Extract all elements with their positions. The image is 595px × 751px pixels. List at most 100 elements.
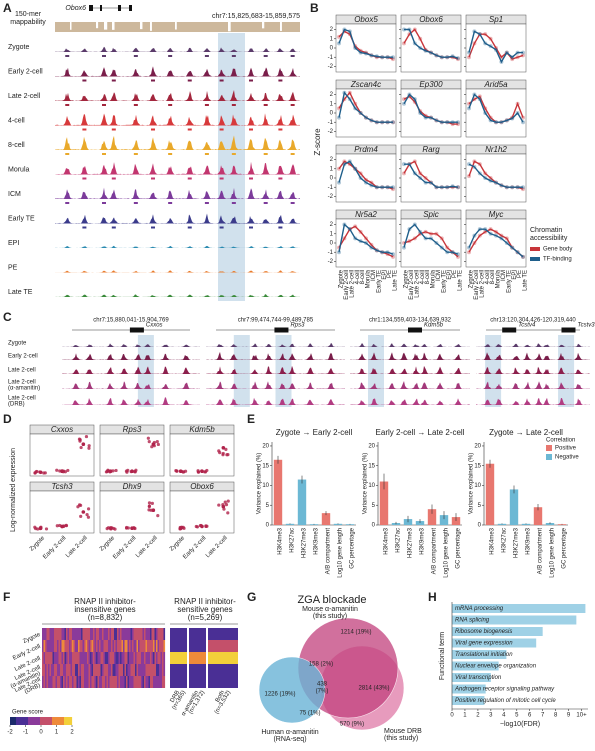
heat-cell xyxy=(139,628,142,640)
heat-cell xyxy=(208,664,238,676)
heat-cell xyxy=(55,640,58,652)
mappability-gap xyxy=(96,22,99,29)
heat-cell xyxy=(109,676,112,688)
heat-cell xyxy=(138,628,140,640)
point xyxy=(439,55,444,60)
point xyxy=(483,227,488,232)
point xyxy=(402,245,406,250)
peak-call xyxy=(290,55,295,57)
heat-cell xyxy=(139,640,142,652)
exon xyxy=(100,5,102,11)
point xyxy=(515,111,520,115)
heat-cell xyxy=(42,652,44,664)
colorbar-step xyxy=(26,717,29,725)
heat-cell xyxy=(159,652,161,664)
heat-cell xyxy=(58,628,61,640)
heat-cell xyxy=(100,664,103,676)
line-series xyxy=(338,160,393,188)
point xyxy=(130,469,134,474)
heat-cell xyxy=(51,652,53,664)
heat-cell xyxy=(151,640,154,652)
heat-cell xyxy=(111,676,113,688)
heat-cell xyxy=(130,628,133,640)
heat-cell xyxy=(151,652,154,664)
heat-cell xyxy=(141,664,143,676)
exon xyxy=(129,5,132,11)
point xyxy=(483,111,488,115)
set-label: Mouse α-amanitin xyxy=(302,606,358,613)
heat-cell xyxy=(108,652,110,664)
cell-point xyxy=(156,442,160,447)
heat-cell xyxy=(126,640,128,652)
set-label: Mouse DRB xyxy=(384,728,422,735)
legend-title: Chromatin xyxy=(530,227,562,234)
y-tick-label: 5 xyxy=(372,503,376,509)
heat-cell xyxy=(70,628,73,640)
peak-call xyxy=(249,79,253,82)
heat-cell xyxy=(46,652,49,664)
cell-point xyxy=(147,508,151,512)
peak-call xyxy=(263,202,268,204)
cell-point xyxy=(64,523,68,528)
x-tick-label: ICM xyxy=(501,270,507,281)
heat-cell xyxy=(208,640,238,652)
heat-cell xyxy=(57,676,59,688)
heat-cell xyxy=(160,628,163,640)
point xyxy=(429,115,433,120)
heat-cell xyxy=(60,640,62,652)
point xyxy=(445,245,450,250)
legend-label: TF-binding xyxy=(543,257,572,263)
bar xyxy=(452,684,486,694)
legend-title: Gene score xyxy=(12,710,44,716)
peak-call xyxy=(111,79,116,82)
point xyxy=(385,250,390,255)
line-series xyxy=(468,33,524,60)
peak-call xyxy=(219,177,224,180)
x-tick-label: Early 2-cell xyxy=(42,535,67,560)
bar xyxy=(533,507,543,525)
peak-call xyxy=(133,202,138,204)
heat-cell xyxy=(106,640,109,652)
heat-cell xyxy=(55,664,58,676)
track-label: 150-mer xyxy=(15,11,42,18)
point xyxy=(429,231,433,236)
bar xyxy=(452,661,499,671)
heat-cell xyxy=(106,676,109,688)
heat-cell xyxy=(136,628,139,640)
point xyxy=(374,185,379,190)
heat-cell xyxy=(106,628,109,640)
heat-cell xyxy=(46,664,49,676)
heat-cell xyxy=(156,676,158,688)
y-tick-label: 0 xyxy=(330,176,334,182)
y-tick-label: -1 xyxy=(328,120,334,126)
point xyxy=(369,118,374,123)
x-tick-label: 4-cell xyxy=(485,270,491,284)
facet-title: Nr5a2 xyxy=(355,210,377,219)
point xyxy=(472,233,477,238)
x-tick-label: H3K9me3 xyxy=(314,527,320,554)
heat-cell xyxy=(127,676,130,688)
heat-cell xyxy=(66,652,68,664)
point xyxy=(472,164,477,169)
heat-cell xyxy=(88,676,91,688)
y-axis-label: Variance explained (%) xyxy=(363,453,369,515)
row-label: Late 2-cell xyxy=(8,368,36,374)
point xyxy=(477,233,482,238)
heat-cell xyxy=(73,664,76,676)
point xyxy=(429,180,433,185)
heat-cell xyxy=(46,676,49,688)
heat-cell xyxy=(87,628,89,640)
point xyxy=(178,469,183,474)
facet-title: Rps3 xyxy=(123,425,142,434)
colorbar-step xyxy=(16,717,19,725)
cell-point xyxy=(43,471,47,475)
mappability-gap xyxy=(112,22,115,30)
point xyxy=(488,176,493,180)
signal-track xyxy=(350,381,470,389)
heat-cell xyxy=(160,640,163,652)
row-label: ICM xyxy=(8,191,21,198)
plot-frame xyxy=(465,218,527,268)
colorbar-step xyxy=(32,717,35,725)
exon xyxy=(502,327,517,333)
point xyxy=(515,50,520,55)
